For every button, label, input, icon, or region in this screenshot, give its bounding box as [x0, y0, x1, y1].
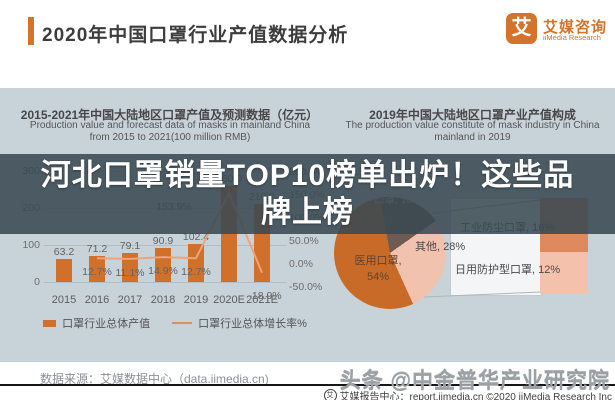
pie-label-other-28: 其他, 28% [415, 241, 466, 253]
title-accent-bar [28, 17, 34, 45]
x-axis-label: 2020E [213, 294, 245, 306]
x-axis-label: 2016 [84, 294, 110, 306]
headline-line1: 河北口罩销量TOP10榜单出炉！这些品 [40, 159, 575, 192]
footer-background [0, 362, 615, 400]
x-axis-label: 2017 [117, 294, 143, 306]
pie-chart-title-en: The production value constitute of mask … [345, 120, 600, 143]
gridline [44, 282, 287, 283]
y-axis-right-tick: -50.0% [289, 281, 323, 293]
iimedia-logo-name: 艾媒咨询 [543, 19, 608, 36]
x-axis-label: 2021E [246, 294, 278, 306]
report-center-text: 艾媒报告中心：report.iimedia.cn ©2020 iiMedia R… [339, 392, 612, 400]
iimedia-report-circle-icon: 艾 [323, 389, 337, 400]
headline-overlay-banner: 河北口罩销量TOP10榜单出炉！这些品 牌上榜 [0, 154, 615, 234]
pie-chart-title-cn: 2019年中国大陆地区口罩产业产值构成 [369, 108, 576, 122]
footer-divider-line [0, 384, 615, 386]
growth-rate-label: 12.7% [181, 266, 211, 278]
legend-bar-swatch [43, 319, 57, 327]
y-axis-left-tick: 0 [34, 276, 40, 288]
data-source-note: 数据来源：艾媒数据中心（data.iimedia.cn) [40, 372, 269, 386]
iimedia-logo-icon: 艾 [506, 13, 537, 44]
legend-bar-label: 口罩行业总体产值 [62, 318, 151, 330]
pie-label-daily-12: 日用防护型口罩, 12% [455, 264, 561, 276]
y-axis-right-tick: 50.0% [289, 235, 319, 247]
x-axis-label: 2019 [183, 294, 209, 306]
x-axis-label: 2018 [150, 294, 176, 306]
toutiao-watermark: 头条 @中金普华产业研究院 [339, 370, 610, 393]
bar-chart-title-en: Production value and forecast data of ma… [29, 120, 311, 143]
bar-2015 [56, 259, 72, 282]
growth-rate-label: -18.9% [248, 290, 282, 302]
bar-chart-title-cn: 2015-2021年中国大陆地区口罩产值及预测数据（亿元） [20, 108, 319, 122]
pie-label-medical-54-line2: 54% [366, 271, 390, 283]
pie-label-medical-54-line1: 医用口罩, [354, 255, 402, 267]
segment-daily-12 [540, 252, 588, 294]
headline-line2: 牌上榜 [261, 196, 354, 229]
legend-line-swatch [172, 322, 193, 324]
page-title: 2020年中国口罩行业产值数据分析 [42, 25, 349, 46]
y-axis-right-tick: 0.0% [289, 258, 313, 270]
x-axis-label: 2015 [51, 294, 77, 306]
bar-chart-legend: 口罩行业总体产值 口罩行业总体增长率% [35, 315, 315, 331]
report-center-line: 艾 艾媒报告中心：report.iimedia.cn ©2020 iiMedia… [323, 388, 612, 400]
iimedia-logo-subtitle: iiMedia Research [543, 33, 601, 42]
y-axis-left-tick: 100 [22, 239, 40, 251]
legend-line-label: 口罩行业总体增长率% [198, 318, 307, 330]
pie-label-medical-54: 医用口罩, 54% [346, 253, 410, 285]
bar-value-label: 63.2 [53, 246, 75, 258]
